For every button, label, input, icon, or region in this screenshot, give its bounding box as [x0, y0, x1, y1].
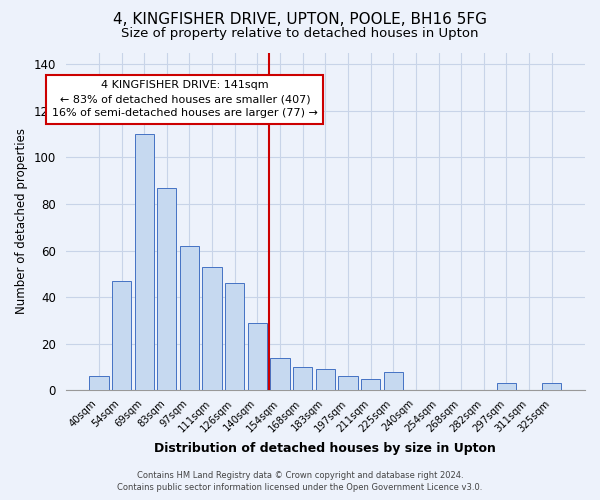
Bar — [338, 376, 358, 390]
Bar — [497, 384, 516, 390]
Bar — [248, 323, 267, 390]
Bar — [134, 134, 154, 390]
Bar — [542, 384, 562, 390]
Bar — [180, 246, 199, 390]
X-axis label: Distribution of detached houses by size in Upton: Distribution of detached houses by size … — [154, 442, 496, 455]
Text: 4, KINGFISHER DRIVE, UPTON, POOLE, BH16 5FG: 4, KINGFISHER DRIVE, UPTON, POOLE, BH16 … — [113, 12, 487, 28]
Bar — [202, 267, 222, 390]
Bar — [157, 188, 176, 390]
Bar — [383, 372, 403, 390]
Bar — [271, 358, 290, 390]
Bar — [112, 281, 131, 390]
Bar — [361, 379, 380, 390]
Bar — [293, 367, 313, 390]
Bar — [225, 283, 244, 391]
Y-axis label: Number of detached properties: Number of detached properties — [15, 128, 28, 314]
Bar — [89, 376, 109, 390]
Text: Contains HM Land Registry data © Crown copyright and database right 2024.
Contai: Contains HM Land Registry data © Crown c… — [118, 471, 482, 492]
Text: Size of property relative to detached houses in Upton: Size of property relative to detached ho… — [121, 28, 479, 40]
Bar — [316, 370, 335, 390]
Text: 4 KINGFISHER DRIVE: 141sqm
← 83% of detached houses are smaller (407)
16% of sem: 4 KINGFISHER DRIVE: 141sqm ← 83% of deta… — [52, 80, 318, 118]
